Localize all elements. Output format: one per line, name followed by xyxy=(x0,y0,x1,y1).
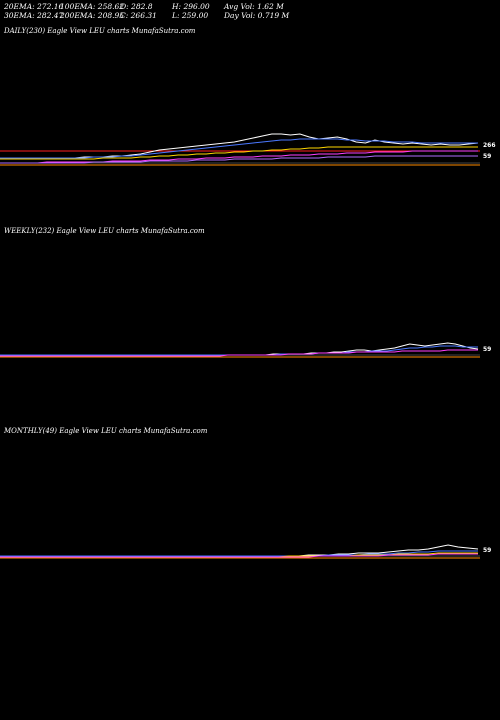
daily-series-3 xyxy=(0,150,478,164)
daily-price-tag-bg-0 xyxy=(482,141,494,148)
daily-series-0 xyxy=(0,133,479,159)
stat-200ema: 200EMA: 208.95 xyxy=(60,11,125,20)
daily-series-2 xyxy=(0,146,478,160)
monthly-price-tag-bg-0 xyxy=(482,546,494,553)
monthly-price-tag-0: 59 xyxy=(483,547,491,554)
weekly-series-0 xyxy=(0,342,479,356)
stat-30ema: 30EMA: 282.47 xyxy=(4,11,64,20)
daily-price-tag-bg-1 xyxy=(482,152,494,159)
daily-series-4 xyxy=(0,155,478,164)
daily-price-tag-1: 59 xyxy=(483,153,491,160)
monthly-chart: 59 xyxy=(0,544,494,559)
stat-close: C: 266.31 xyxy=(120,11,157,20)
daily-chart-title: DAILY(230) Eagle View LEU charts MunafaS… xyxy=(4,27,196,35)
stat-low: L: 259.00 xyxy=(172,11,209,20)
stat-avg-vol: Avg Vol: 1.62 M xyxy=(224,2,284,11)
stat-open: O: 282.8 xyxy=(120,2,153,11)
monthly-series-3 xyxy=(0,553,478,558)
indicator-stats: 20EMA: 272.16 100EMA: 258.62 O: 282.8 H:… xyxy=(4,2,294,20)
weekly-chart: 59 xyxy=(0,342,494,358)
stat-day-vol: Day Vol: 0.719 M xyxy=(224,11,290,20)
stat-20ema: 20EMA: 272.16 xyxy=(4,2,64,11)
daily-series-1 xyxy=(0,138,478,159)
weekly-series-2 xyxy=(0,349,478,357)
stats-row-1: 20EMA: 272.16 100EMA: 258.62 O: 282.8 H:… xyxy=(4,2,294,11)
stat-high: H: 296.00 xyxy=(172,2,210,11)
weekly-price-tag-0: 59 xyxy=(483,346,491,353)
daily-chart: 266 59 xyxy=(0,133,496,166)
weekly-chart-title: WEEKLY(232) Eagle View LEU charts Munafa… xyxy=(4,227,205,235)
weekly-price-tag-bg-0 xyxy=(482,345,494,352)
monthly-series-1 xyxy=(0,550,478,557)
stat-100ema: 100EMA: 258.62 xyxy=(60,2,125,11)
daily-price-tag-0: 266 xyxy=(483,142,496,149)
monthly-chart-title: MONTHLY(49) Eagle View LEU charts Munafa… xyxy=(4,427,208,435)
stats-row-2: 30EMA: 282.47 200EMA: 208.95 C: 266.31 L… xyxy=(4,11,294,20)
